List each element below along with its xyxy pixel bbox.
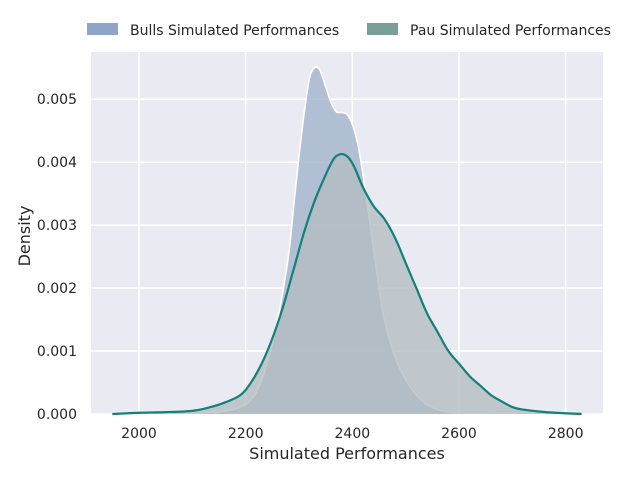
legend-item-2: Pau Simulated Performances bbox=[367, 23, 611, 39]
x-axis-label: Simulated Performances bbox=[249, 444, 445, 463]
x-tick-label: 2000 bbox=[121, 426, 157, 442]
legend-swatch bbox=[87, 23, 118, 35]
legend-swatch bbox=[367, 23, 398, 35]
y-tick-label: 0.004 bbox=[37, 155, 77, 171]
legend: Bulls Simulated Performances Pau Simulate… bbox=[87, 23, 611, 39]
legend-label: Pau Simulated Performances bbox=[410, 23, 611, 39]
y-tick-label: 0.002 bbox=[37, 281, 77, 297]
y-tick-label: 0.005 bbox=[37, 92, 77, 108]
y-tick-label: 0.000 bbox=[37, 407, 77, 423]
density-line-2 bbox=[112, 152, 582, 416]
legend-label: Bulls Simulated Performances bbox=[130, 23, 339, 39]
y-tick-label: 0.001 bbox=[37, 344, 77, 360]
x-tick-label: 2400 bbox=[335, 426, 371, 442]
y-tick-label: 0.003 bbox=[37, 218, 77, 234]
series-layer bbox=[112, 65, 582, 416]
legend-item-1: Bulls Simulated Performances bbox=[87, 23, 339, 39]
density-area-2 bbox=[112, 154, 582, 414]
y-axis-label: Density bbox=[15, 206, 34, 267]
axis-layer: 2000 2200 2400 2600 2800 0.000 0.001 0.002 0.003… bbox=[37, 92, 584, 442]
x-tick-label: 2200 bbox=[228, 426, 264, 442]
x-tick-label: 2600 bbox=[441, 426, 477, 442]
x-tick-label: 2800 bbox=[548, 426, 584, 442]
